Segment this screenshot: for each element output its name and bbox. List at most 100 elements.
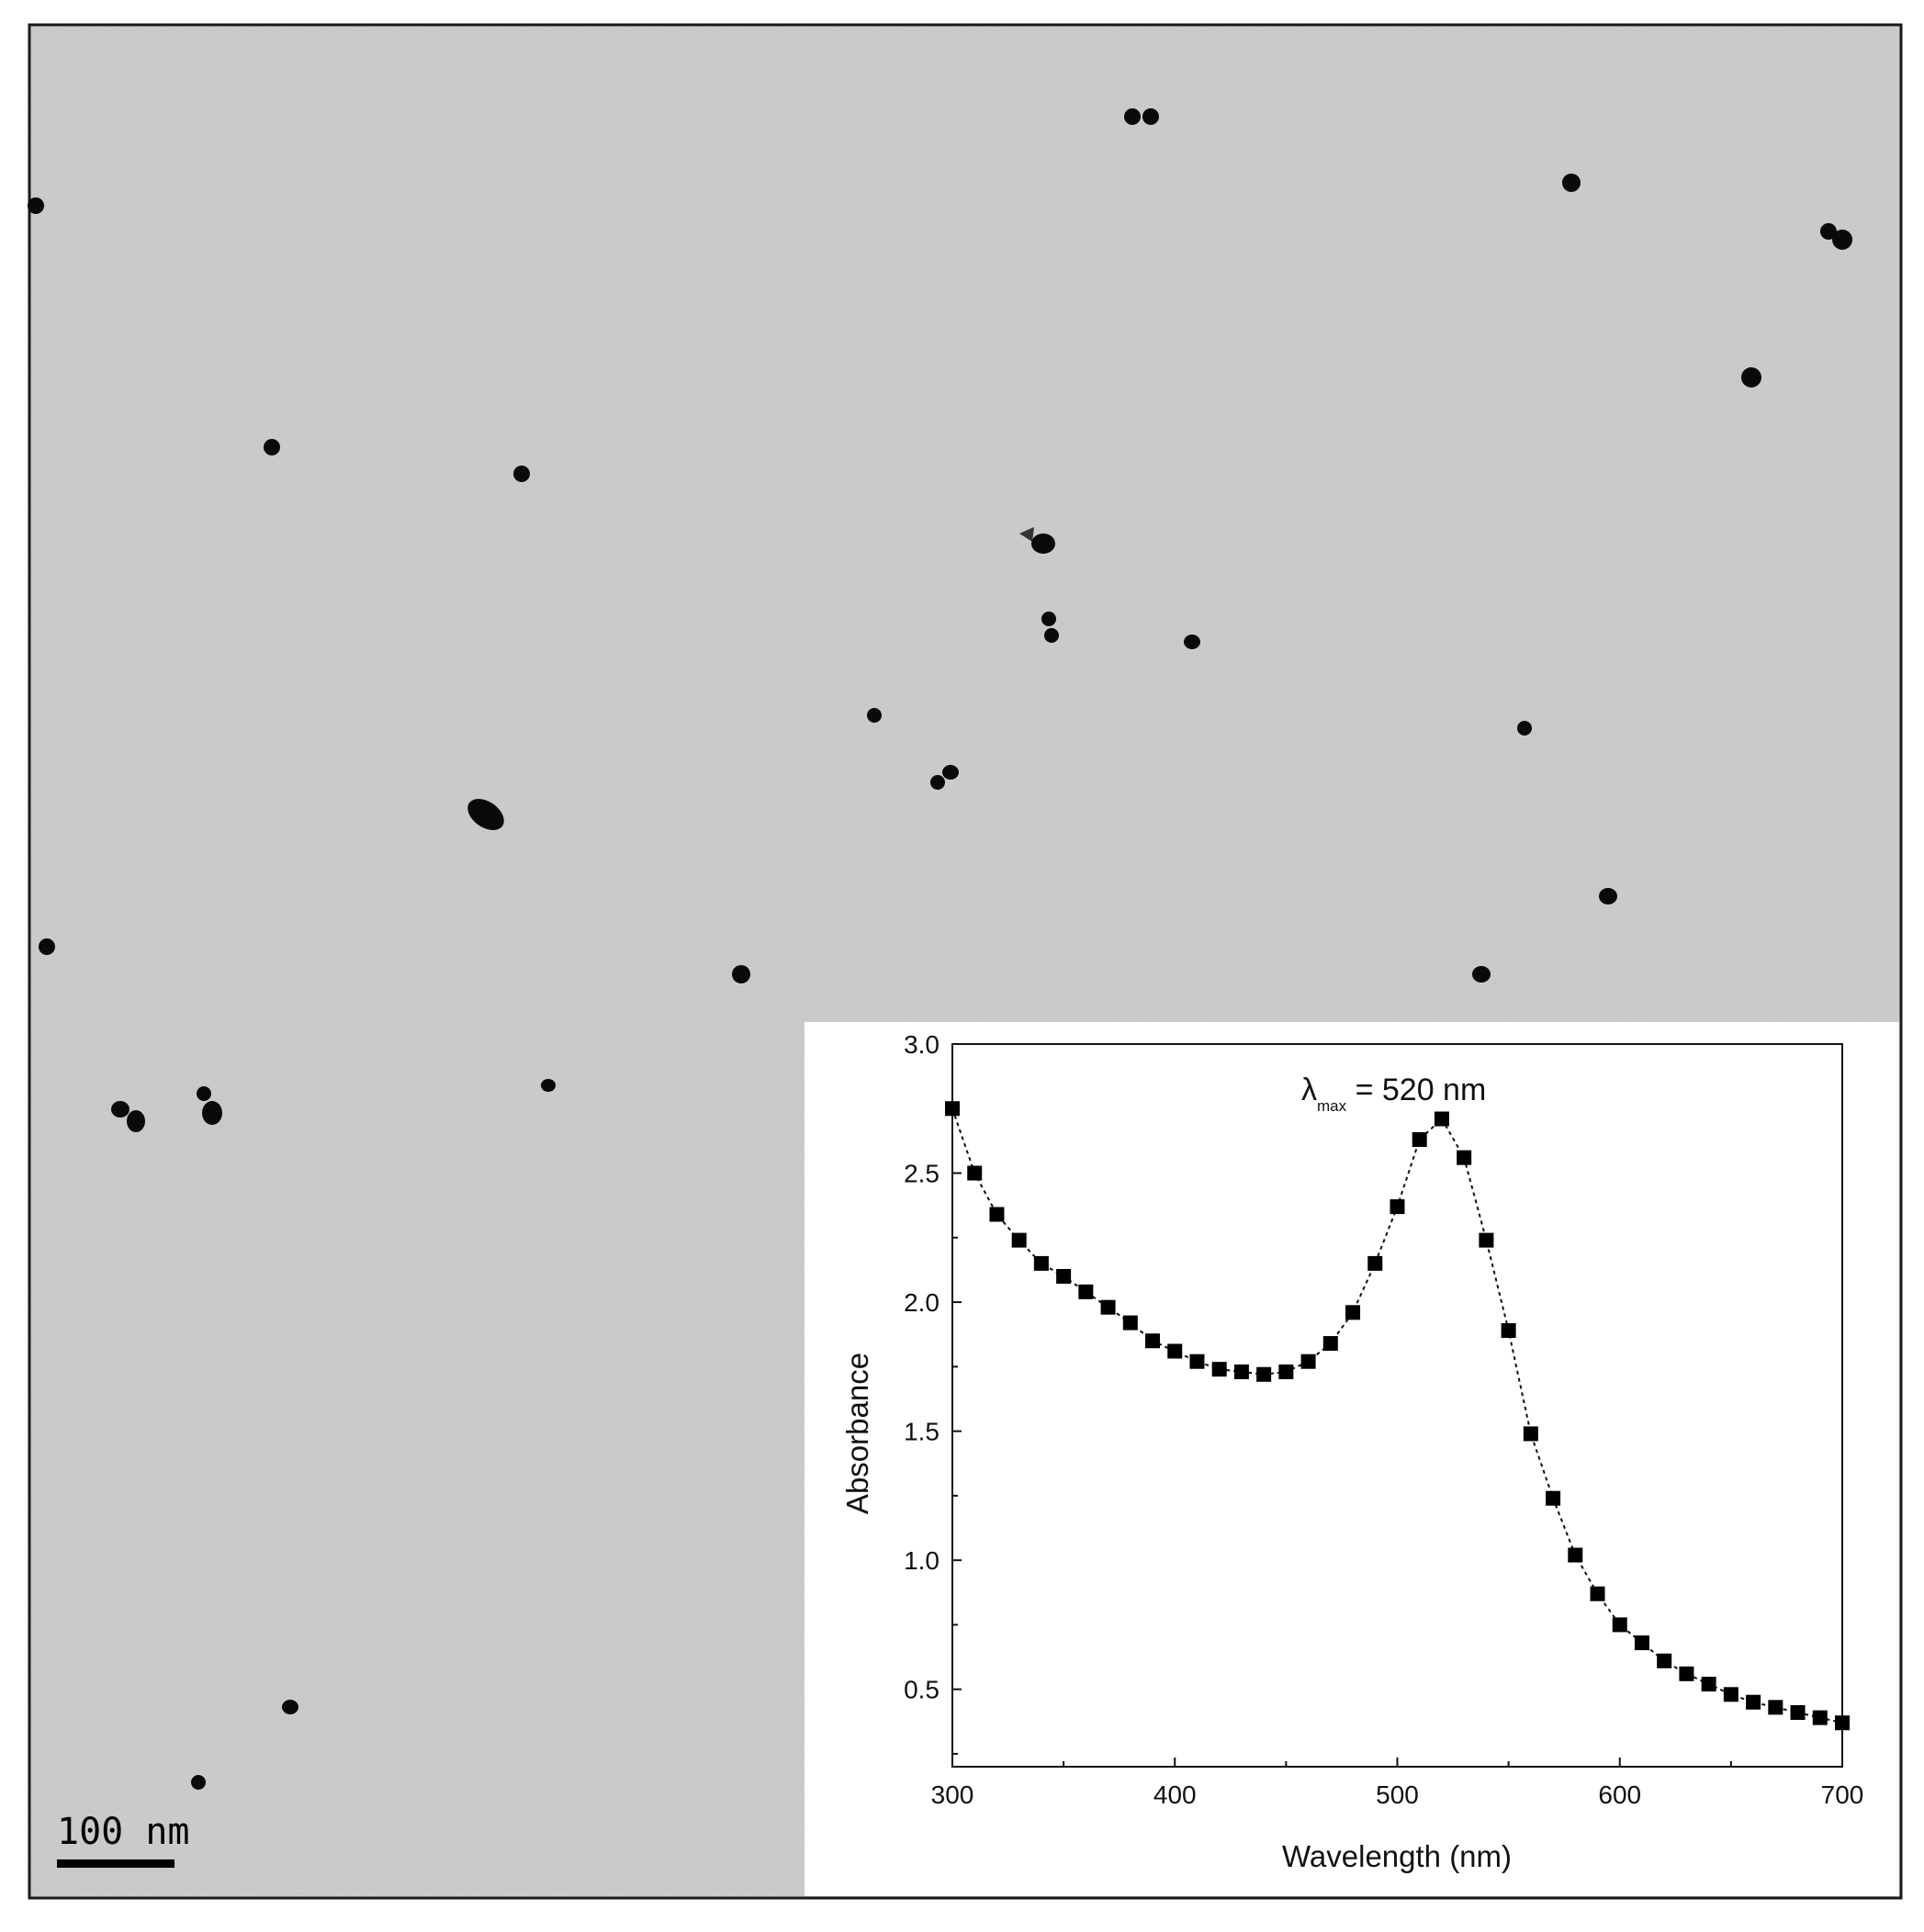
data-point-marker (945, 1101, 960, 1117)
nanoparticle (1599, 888, 1617, 904)
nanoparticles (28, 108, 1852, 1790)
data-point-marker (1501, 1322, 1516, 1338)
nanoparticle (1124, 108, 1141, 125)
data-point-marker (1100, 1299, 1116, 1315)
x-axis-title: Wavelength (nm) (1282, 1839, 1512, 1873)
nanoparticle (942, 765, 959, 780)
data-point-marker (1412, 1131, 1427, 1147)
absorbance-markers (945, 1101, 1850, 1731)
data-point-marker (1211, 1362, 1227, 1377)
triangular-nanoparticle (1019, 527, 1034, 542)
scale-bar-label: 100 nm (57, 1811, 190, 1853)
nanoparticle (541, 1079, 556, 1092)
lambda-subscript: max (1317, 1097, 1347, 1115)
x-tick-label: 500 (1376, 1780, 1419, 1809)
y-tick-label: 1.0 (904, 1546, 939, 1575)
nanoparticle (1142, 108, 1159, 125)
x-axis-ticks: 300 400 500 600 700 (931, 1758, 1864, 1809)
data-point-marker (1300, 1354, 1316, 1369)
nanoparticle (111, 1101, 129, 1118)
y-tick-label: 0.5 (904, 1676, 939, 1704)
data-point-marker (1523, 1426, 1538, 1442)
nanoparticle (264, 439, 280, 455)
data-point-marker (1746, 1694, 1761, 1710)
x-tick-label: 600 (1598, 1780, 1641, 1809)
data-point-marker (989, 1207, 1005, 1222)
data-point-marker (1679, 1666, 1694, 1681)
data-point-marker (1835, 1715, 1850, 1731)
data-point-marker (1167, 1343, 1183, 1359)
nanoparticle (1832, 230, 1852, 250)
data-point-marker (1457, 1150, 1472, 1165)
nanoparticle (1562, 174, 1581, 192)
y-tick-label: 1.5 (904, 1418, 939, 1446)
nanoparticle (1820, 223, 1837, 240)
nanoparticle (732, 965, 750, 983)
data-point-marker (1145, 1333, 1161, 1349)
x-tick-label: 700 (1821, 1780, 1864, 1809)
data-point-marker (1322, 1336, 1338, 1352)
data-point-marker (1256, 1366, 1272, 1382)
absorbance-inset: 300 400 500 600 700 0.5 1.0 1.5 2.0 2.5 3.0 λmax … (804, 1022, 1899, 1896)
data-point-marker (1189, 1354, 1205, 1369)
nanoparticle (1472, 966, 1491, 983)
data-point-marker (967, 1165, 983, 1181)
data-point-marker (1078, 1284, 1094, 1299)
data-point-marker (1768, 1700, 1783, 1715)
nanoparticle (282, 1700, 298, 1714)
data-point-marker (1790, 1704, 1806, 1720)
nanoparticle (1741, 367, 1761, 388)
data-point-marker (1233, 1364, 1249, 1379)
data-point-marker (1812, 1710, 1828, 1725)
data-point-marker (1590, 1586, 1605, 1601)
nanoparticle (1517, 721, 1532, 736)
data-point-marker (1056, 1268, 1072, 1284)
micrograph-panel: 100 nm (28, 23, 1903, 1900)
nanoparticle (467, 798, 504, 831)
inset-background (804, 1022, 1899, 1896)
scale-bar: 100 nm (57, 1811, 190, 1868)
data-point-marker (1033, 1255, 1049, 1271)
nanoparticle (1184, 635, 1200, 649)
nanoparticle (202, 1101, 222, 1125)
data-point-marker (1634, 1635, 1649, 1651)
nanoparticle (1044, 628, 1059, 643)
data-point-marker (1390, 1199, 1405, 1215)
data-point-marker (1723, 1687, 1738, 1702)
data-point-marker (1345, 1305, 1361, 1320)
nanoparticle (1031, 534, 1055, 554)
micrograph-border (28, 23, 1903, 1900)
y-tick-label: 3.0 (904, 1030, 939, 1059)
data-point-marker (1278, 1364, 1294, 1379)
lambda-value: = 520 nm (1346, 1073, 1486, 1107)
data-point-marker (1122, 1315, 1138, 1331)
nanoparticle (197, 1086, 211, 1101)
y-tick-label: 2.0 (904, 1288, 939, 1317)
nanoparticle (28, 197, 44, 214)
scale-bar-line (57, 1859, 174, 1868)
nanoparticle (930, 775, 945, 790)
nanoparticle (191, 1775, 206, 1790)
y-axis-ticks: 0.5 1.0 1.5 2.0 2.5 3.0 (904, 1030, 962, 1755)
y-tick-label: 2.5 (904, 1160, 939, 1188)
lambda-symbol: λ (1301, 1073, 1317, 1107)
data-point-marker (1657, 1653, 1672, 1668)
data-point-marker (1546, 1490, 1561, 1506)
x-tick-label: 400 (1153, 1780, 1197, 1809)
nanoparticle (39, 938, 55, 955)
y-axis-title: Absorbance (840, 1353, 874, 1514)
data-point-marker (1434, 1111, 1449, 1127)
x-tick-label: 300 (931, 1780, 974, 1809)
data-point-marker (1612, 1617, 1627, 1633)
data-point-marker (1367, 1255, 1383, 1271)
nanoparticle (513, 466, 530, 482)
data-point-marker (1568, 1547, 1583, 1563)
data-point-marker (1479, 1232, 1494, 1248)
nanoparticle (1041, 612, 1056, 626)
data-point-marker (1011, 1232, 1027, 1248)
nanoparticle (867, 708, 882, 723)
nanoparticle (127, 1110, 145, 1132)
lambda-max-annotation: λmax = 520 nm (1301, 1073, 1486, 1115)
data-point-marker (1701, 1677, 1716, 1692)
